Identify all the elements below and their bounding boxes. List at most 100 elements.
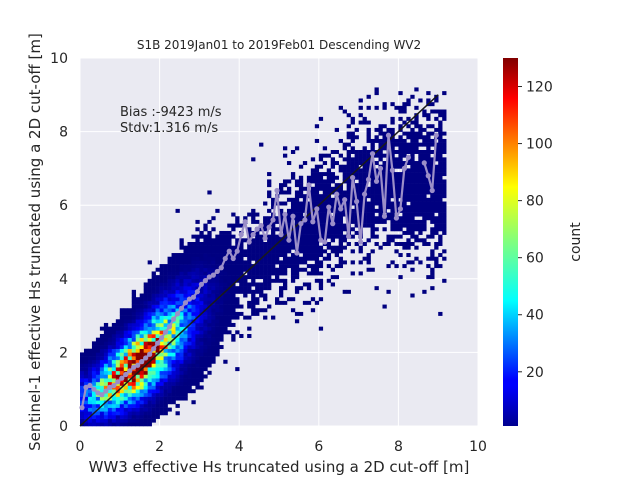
heatmap-cell [107,337,113,342]
heatmap-cell [227,234,232,239]
heatmap-cell [123,319,129,324]
heatmap-cell [127,407,133,412]
heatmap-cell [338,105,343,110]
heatmap-cell [103,378,109,383]
heatmap-cell [267,253,272,258]
heatmap-cell [370,168,375,173]
heatmap-cell [267,275,272,280]
heatmap-cell [318,175,324,180]
heatmap-cell [318,264,324,269]
heatmap-cell [418,98,423,103]
heatmap-cell [314,264,320,269]
heatmap-cell [179,271,184,276]
heatmap-cell [143,381,148,386]
heatmap-cell [434,264,439,269]
heatmap-cell [107,403,113,408]
heatmap-cell [434,98,439,103]
heatmap-cell [80,359,85,364]
heatmap-cell [259,249,264,254]
mean-line-point [186,296,193,302]
heatmap-cell [370,201,375,206]
heatmap-cell [434,183,439,188]
heatmap-cell [171,278,176,283]
heatmap-cell [127,326,133,331]
heatmap-cell [227,322,232,327]
heatmap-cell [195,253,200,258]
heatmap-cell [131,311,137,316]
heatmap-cell [91,414,97,419]
heatmap-cell [179,337,184,342]
heatmap-cell [199,253,204,258]
heatmap-cell [203,260,208,265]
heatmap-cell [390,216,395,221]
heatmap-cell [127,392,133,397]
heatmap-cell [370,179,375,184]
heatmap-cell [326,172,332,177]
heatmap-cell [358,245,363,250]
heatmap-cell [115,334,121,338]
heatmap-cell [187,293,192,298]
heatmap-cell [199,337,204,342]
heatmap-cell [434,245,439,250]
heatmap-cell [171,352,176,357]
heatmap-cell [207,370,212,375]
heatmap-cell [115,322,121,327]
heatmap-cell [271,201,276,206]
heatmap-cell [243,253,248,258]
heatmap-cell [422,201,427,206]
heatmap-cell [135,418,140,423]
colorbar-label: count [568,222,584,262]
heatmap-cell [187,352,192,357]
heatmap-cell [402,153,407,158]
heatmap-cell [223,315,228,320]
heatmap-cell [318,249,324,254]
heatmap-cell [127,411,133,416]
heatmap-cell [402,179,407,184]
heatmap-cell [410,135,415,140]
heatmap-cell [139,381,144,386]
heatmap-cell [390,142,395,147]
heatmap-cell [147,289,152,294]
mean-line-point [361,191,368,197]
heatmap-cell [302,282,308,287]
heatmap-cell [151,271,156,276]
heatmap-cell [215,256,220,261]
heatmap-cell [378,157,383,162]
heatmap-cell [199,289,204,294]
heatmap-cell [247,264,252,269]
heatmap-cell [195,282,200,287]
heatmap-cell [151,282,156,287]
heatmap-cell [314,201,320,206]
heatmap-cell [111,396,117,401]
heatmap-cell [223,297,228,302]
heatmap-cell [247,315,252,320]
heatmap-cell [318,194,324,199]
heatmap-cell [302,245,308,250]
heatmap-cell [318,326,324,331]
heatmap-cell [406,219,411,224]
heatmap-cell [183,315,188,320]
heatmap-cell [103,392,109,397]
mean-line-point [354,198,360,205]
heatmap-cell [155,315,160,320]
heatmap-cell [207,345,212,350]
heatmap-cell [418,190,423,195]
heatmap-cell [310,264,316,269]
mean-line-point [206,274,212,280]
heatmap-cell [334,201,339,206]
heatmap-cell [306,264,312,269]
heatmap-cell [175,345,180,350]
heatmap-cell [442,168,447,173]
heatmap-cell [159,322,164,327]
heatmap-cell [231,293,236,298]
heatmap-cell [91,356,97,361]
heatmap-cell [390,212,395,217]
heatmap-cell [167,363,172,368]
heatmap-cell [426,234,431,239]
heatmap-cell [155,278,160,283]
heatmap-cell [306,230,312,235]
heatmap-cell [322,205,328,210]
heatmap-cell [187,267,192,272]
heatmap-cell [366,260,371,265]
heatmap-cell [314,234,320,239]
